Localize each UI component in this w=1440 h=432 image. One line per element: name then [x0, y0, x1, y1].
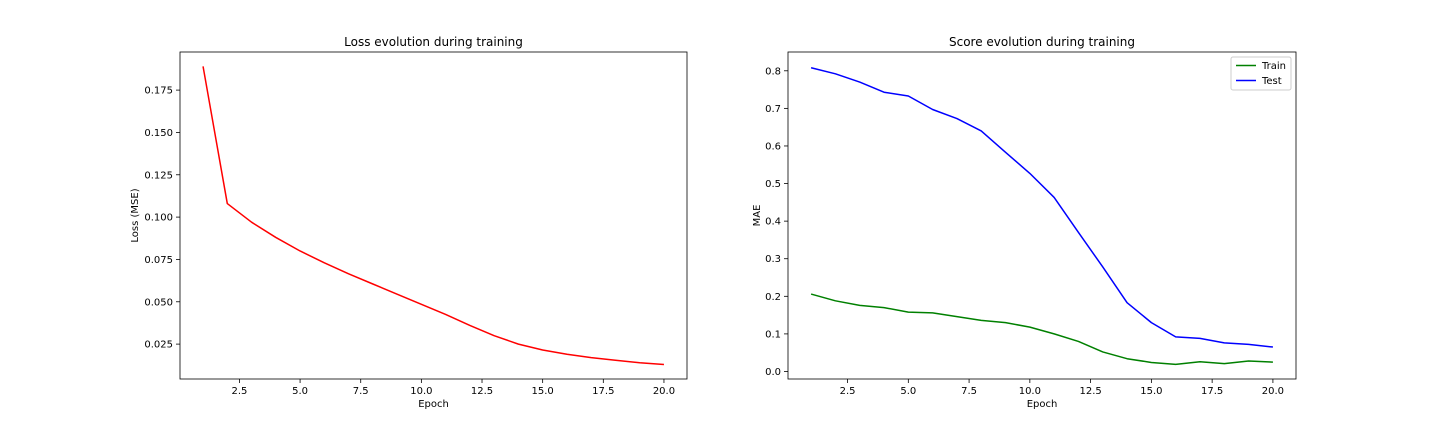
legend-label-test: Test — [1261, 76, 1282, 87]
y-tick-label: 0.8 — [765, 66, 781, 77]
y-tick-label: 0.4 — [765, 217, 781, 228]
x-tick-label: 17.5 — [592, 386, 614, 397]
x-tick-label: 12.5 — [1079, 386, 1101, 397]
legend: Train Test — [1230, 56, 1292, 91]
y-tick-label: 0.0 — [765, 367, 781, 378]
x-axis-label: Epoch — [1027, 399, 1058, 410]
x-tick-label: 7.5 — [353, 386, 369, 397]
y-tick-label: 0.050 — [144, 297, 173, 308]
x-tick-label: 10.0 — [1019, 386, 1041, 397]
x-tick-label: 7.5 — [961, 386, 977, 397]
x-tick-label: 10.0 — [410, 386, 432, 397]
x-axis-label: Epoch — [418, 399, 449, 410]
y-tick-label: 0.025 — [144, 340, 173, 351]
legend-label-train: Train — [1261, 61, 1286, 72]
y-tick-label: 0.5 — [765, 179, 781, 190]
y-tick-label: 0.125 — [144, 170, 173, 181]
x-tick-label: 12.5 — [471, 386, 493, 397]
x-tick-label: 17.5 — [1201, 386, 1223, 397]
y-tick-label: 0.3 — [765, 254, 781, 265]
loss-chart: Loss evolution during training Epoch Los… — [130, 35, 688, 410]
x-tick-label: 15.0 — [532, 386, 554, 397]
y-tick-label: 0.7 — [765, 104, 781, 115]
axes-frame — [179, 51, 688, 380]
score-chart: Score evolution during training Epoch MA… — [752, 35, 1297, 410]
y-tick-label: 0.150 — [144, 128, 173, 139]
y-tick-label: 0.100 — [144, 213, 173, 224]
x-tick-label: 2.5 — [231, 386, 247, 397]
y-axis-label: MAE — [752, 205, 763, 227]
score-plot-area: 2.5 5.0 7.5 10.0 12.5 15.0 17.5 20.0 0.0 0.1 0.2 0.… — [765, 51, 1297, 397]
x-tick-label: 15.0 — [1140, 386, 1162, 397]
y-tick-label: 0.075 — [144, 255, 173, 266]
y-tick-label: 0.2 — [765, 292, 781, 303]
y-tick-label: 0.1 — [765, 329, 781, 340]
x-tick-label: 20.0 — [1262, 386, 1284, 397]
chart-title: Score evolution during training — [949, 35, 1135, 49]
axes-frame — [787, 51, 1297, 380]
y-tick-label: 0.175 — [144, 86, 173, 97]
series-line-loss — [202, 66, 665, 366]
loss-plot-area: 2.5 5.0 7.5 10.0 12.5 15.0 17.5 20.0 0.025 0.050 0… — [144, 51, 688, 397]
series-line-train — [810, 293, 1273, 366]
x-tick-label: 5.0 — [292, 386, 308, 397]
x-tick-label: 2.5 — [840, 386, 856, 397]
x-tick-label: 5.0 — [900, 386, 916, 397]
x-tick-label: 20.0 — [653, 386, 675, 397]
y-axis-label: Loss (MSE) — [130, 188, 141, 242]
y-tick-label: 0.6 — [765, 141, 781, 152]
series-line-test — [810, 67, 1273, 348]
chart-title: Loss evolution during training — [344, 35, 523, 49]
